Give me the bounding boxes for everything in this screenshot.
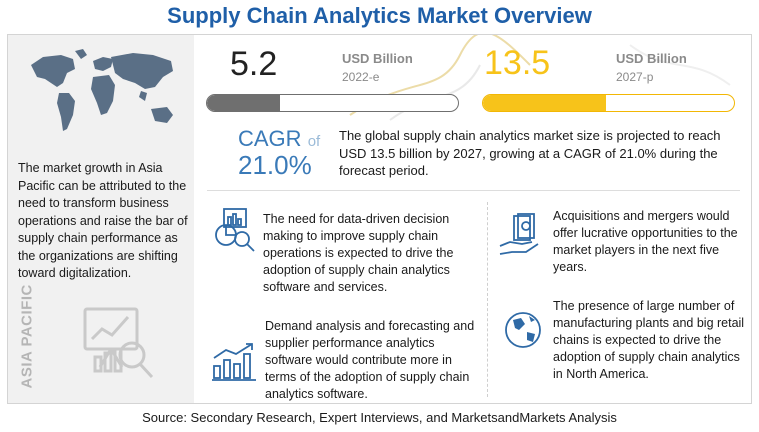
point-demand-analysis: Demand analysis and forecasting and supp… [265, 319, 475, 401]
progress-fill-2022 [207, 95, 280, 111]
point-north-america: The presence of large number of manufact… [553, 299, 745, 381]
progress-bar-2022 [206, 94, 459, 112]
source-note: Source: Secondary Research, Expert Inter… [142, 410, 617, 425]
cagr-text: CAGR [238, 126, 302, 151]
growth-chart-icon [212, 343, 256, 381]
world-map-icon [31, 49, 173, 131]
region-label: ASIA PACIFIC [18, 284, 36, 389]
cagr-value: 21.0% [238, 150, 312, 180]
section-divider [207, 190, 740, 191]
progress-bar-2027 [482, 94, 735, 112]
year-2022: 2022-e [342, 70, 380, 84]
point-acquisitions: Acquisitions and mergers would offer luc… [553, 209, 738, 274]
cagr-of: of [307, 133, 321, 150]
asia-pacific-panel: The market growth in Asia Pacific can be… [8, 35, 194, 403]
cagr-label: CAGR of [238, 126, 320, 152]
money-hand-icon [499, 213, 539, 255]
market-value-2027: 13.5 [484, 44, 551, 82]
market-value-2022: 5.2 [230, 45, 278, 83]
data-analysis-icon [215, 208, 255, 252]
point-data-driven: The need for data-driven decision making… [263, 212, 454, 294]
unit-2027: USD Billion [616, 51, 687, 66]
globe-icon [505, 312, 541, 348]
unit-2022: USD Billion [342, 51, 413, 66]
progress-fill-2027 [483, 95, 606, 111]
column-divider [487, 202, 488, 397]
page-title: Supply Chain Analytics Market Overview [167, 3, 592, 28]
asia-pacific-description: The market growth in Asia Pacific can be… [18, 161, 188, 280]
market-summary: The global supply chain analytics market… [339, 128, 721, 178]
analytics-board-icon [83, 307, 154, 379]
year-2027: 2027-p [616, 70, 654, 84]
